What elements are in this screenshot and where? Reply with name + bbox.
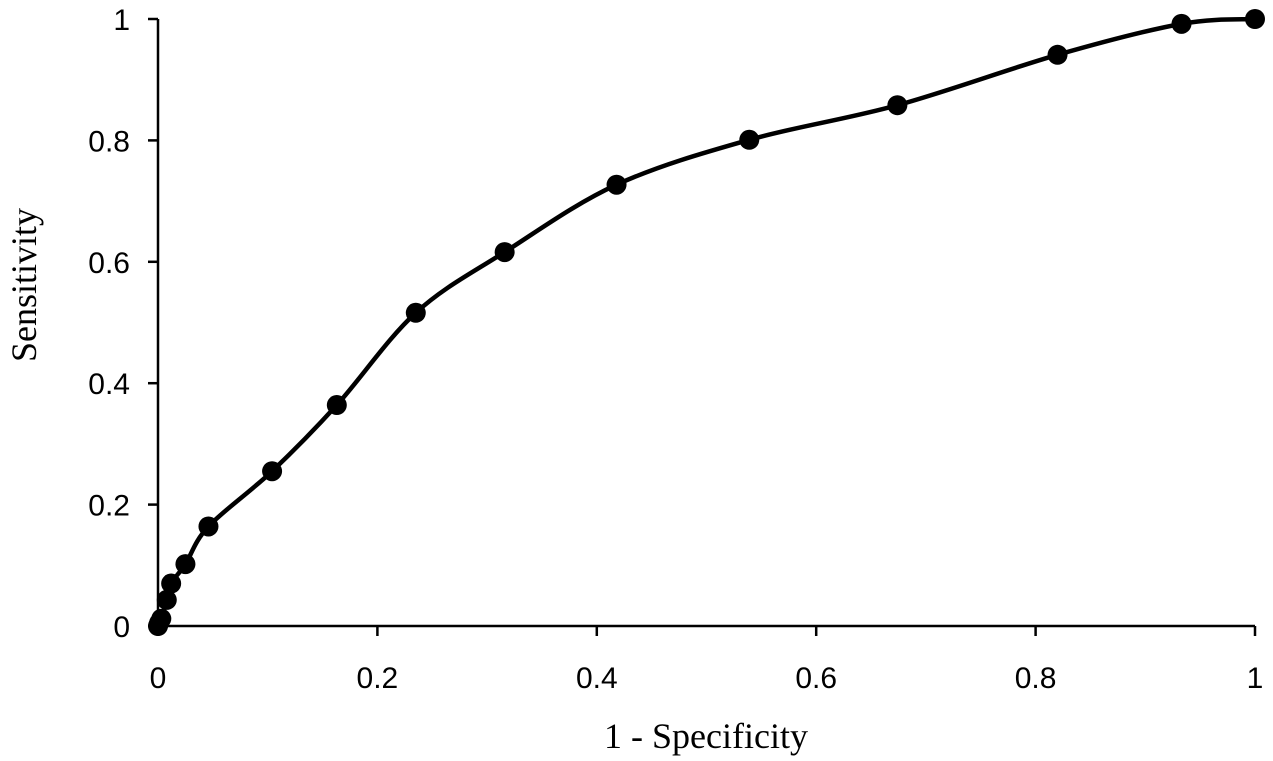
x-tick-label: 0.6	[795, 662, 837, 695]
y-tick-label: 0.6	[88, 247, 130, 280]
data-point	[262, 461, 283, 482]
data-point	[156, 589, 177, 610]
data-point	[1245, 9, 1265, 29]
data-point	[326, 395, 347, 416]
data-point	[151, 608, 172, 629]
y-tick-label: 0	[113, 611, 130, 644]
y-tick-label: 0.4	[88, 368, 130, 401]
data-point	[1047, 44, 1068, 65]
roc-curve	[155, 16, 1258, 629]
x-tick-label: 1	[1247, 662, 1264, 695]
ticks	[148, 17, 1257, 636]
x-axis-title: 1 - Specificity	[604, 716, 808, 756]
y-tick-label: 1	[113, 4, 130, 37]
data-point	[1171, 13, 1192, 34]
data-point	[494, 242, 515, 263]
x-tick-label: 0	[150, 662, 167, 695]
data-point	[175, 554, 196, 575]
data-point	[161, 573, 182, 594]
y-axis-title: Sensitivity	[4, 208, 44, 362]
axes	[156, 19, 1255, 628]
tick-labels: 0 0.2 0.4 0.6 0.8 1 0 0.2 0.4 0.6 0.8 1	[88, 4, 1263, 695]
y-tick-label: 0.8	[88, 125, 130, 158]
data-point	[887, 95, 908, 116]
data-points	[148, 9, 1265, 636]
data-point	[405, 302, 426, 323]
x-tick-label: 0.2	[357, 662, 399, 695]
data-point	[198, 516, 219, 537]
data-point	[606, 174, 627, 195]
y-tick-label: 0.2	[88, 490, 130, 523]
data-point	[739, 129, 760, 150]
x-tick-label: 0.4	[576, 662, 618, 695]
x-tick-label: 0.8	[1015, 662, 1057, 695]
